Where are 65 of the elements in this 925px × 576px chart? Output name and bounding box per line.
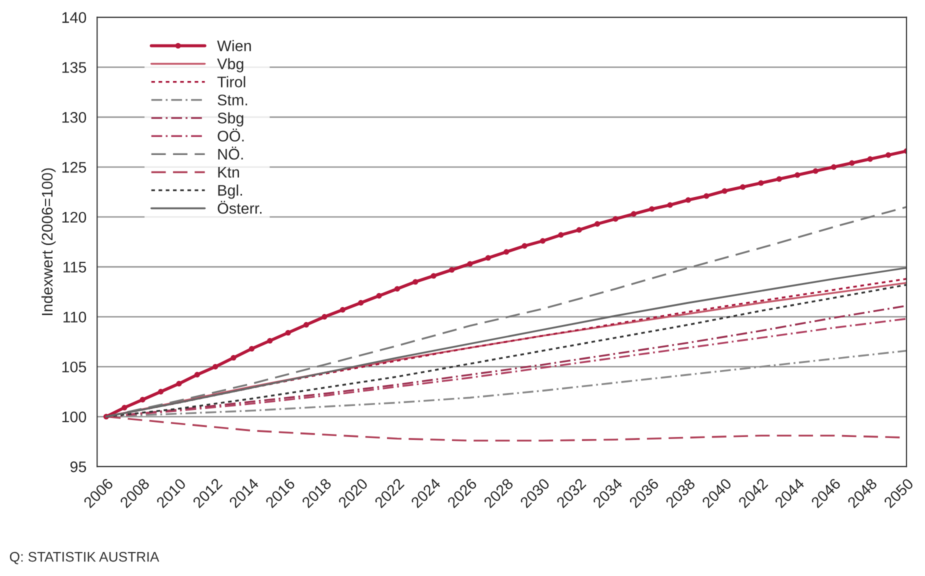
y-axis-title: Indexwert (2006=100) (41, 168, 56, 316)
point (558, 232, 564, 238)
point (430, 273, 436, 279)
point (485, 255, 491, 261)
point (667, 202, 673, 208)
y-tick-label: 110 (64, 312, 86, 322)
legend-label: Ktn (218, 167, 239, 178)
point (194, 372, 200, 378)
point (176, 380, 182, 386)
point (449, 267, 455, 273)
point (704, 193, 710, 199)
point (576, 227, 582, 233)
point (267, 338, 273, 344)
point (158, 388, 164, 394)
point (230, 354, 236, 361)
point (594, 221, 600, 227)
point (394, 286, 400, 292)
legend-label: Österr. (218, 200, 262, 214)
point (285, 330, 291, 336)
y-tick-label: 100 (62, 412, 86, 422)
point (504, 249, 510, 255)
legend-label: Bgl. (218, 184, 242, 199)
y-tick-label: 130 (62, 112, 86, 123)
legend-label: Stm. (218, 94, 248, 106)
point (522, 243, 528, 249)
point (612, 216, 618, 222)
point (412, 279, 418, 285)
point (467, 261, 473, 267)
y-tick-label: 120 (62, 212, 86, 223)
point (886, 152, 892, 158)
y-tick-label: 105 (62, 362, 86, 372)
point (867, 156, 873, 162)
point (376, 293, 382, 299)
point (685, 197, 692, 203)
y-tick-label: 115 (64, 262, 86, 273)
y-tick-label: 95 (70, 461, 86, 472)
point (776, 176, 782, 182)
legend-label: NÖ. (218, 146, 243, 160)
point (248, 346, 255, 352)
point (212, 364, 218, 370)
point (122, 404, 128, 410)
point (758, 180, 764, 186)
point (540, 238, 546, 244)
point (322, 314, 328, 320)
point (740, 184, 746, 190)
point (849, 160, 855, 166)
point (340, 307, 346, 313)
point (722, 188, 728, 194)
y-tick-label: 135 (62, 62, 86, 73)
point (830, 164, 837, 170)
y-tick-label: 125 (62, 162, 86, 173)
legend-label: Wien (217, 40, 251, 52)
legend-label: Tirol (217, 76, 246, 88)
text: Q: STATISTIK AUSTRIA (10, 552, 160, 564)
point (304, 322, 310, 328)
legend-label: OÖ. (218, 128, 244, 142)
point (140, 396, 146, 402)
point (630, 211, 636, 217)
legend-label: Sbg (218, 112, 244, 126)
point (794, 172, 800, 178)
point (358, 300, 364, 306)
y-tick-label: 140 (62, 12, 86, 23)
point (812, 168, 818, 174)
point (649, 206, 655, 212)
legend-label: Vbg (217, 58, 244, 72)
